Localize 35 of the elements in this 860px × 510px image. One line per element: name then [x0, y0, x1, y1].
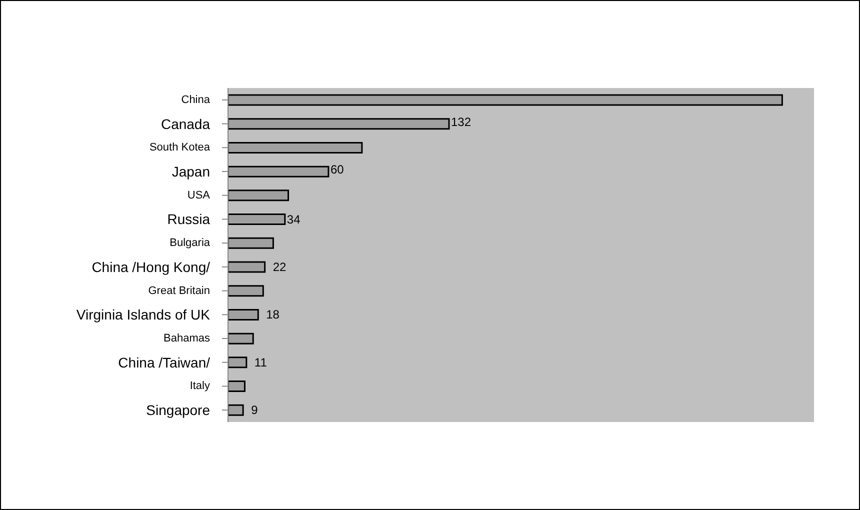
y-tick-label: Singapore [146, 402, 210, 418]
y-tick-label: Bahamas [164, 332, 210, 344]
bar [228, 214, 286, 226]
y-tick-label: Canada [160, 116, 210, 132]
y-tick-label: China /Hong Kong/ [92, 258, 210, 275]
bar [228, 94, 783, 106]
bar [228, 261, 266, 273]
y-tick-label: Italy [190, 380, 210, 392]
bar [228, 166, 330, 178]
data-label: 60 [330, 162, 344, 177]
data-label: 22 [272, 260, 287, 274]
y-tick-label: USA [187, 189, 211, 202]
y-tick-label: Bulgaria [170, 237, 211, 250]
bar [228, 142, 363, 154]
y-tick-label: Great Britain [148, 284, 210, 297]
bar [228, 356, 248, 368]
bar [228, 332, 254, 344]
bar [228, 237, 274, 249]
data-label: 18 [266, 308, 280, 322]
data-label: 34 [286, 212, 301, 226]
bar [228, 285, 264, 297]
bar [228, 118, 450, 130]
bar [228, 308, 259, 320]
y-tick-label: China /Taiwan/ [118, 354, 210, 370]
bar [228, 380, 246, 392]
y-tick-label: Japan [172, 164, 210, 180]
y-tick-label: Russia [167, 211, 210, 228]
data-label: 9 [251, 403, 258, 418]
bar [228, 404, 244, 416]
data-label: 132 [451, 114, 472, 129]
y-tick-label: South Kotea [149, 142, 211, 154]
data-label: 11 [254, 355, 268, 370]
bar [228, 190, 290, 202]
y-tick-label: Virginia Islands of UK [76, 306, 211, 323]
y-tick-label: China [181, 94, 211, 106]
